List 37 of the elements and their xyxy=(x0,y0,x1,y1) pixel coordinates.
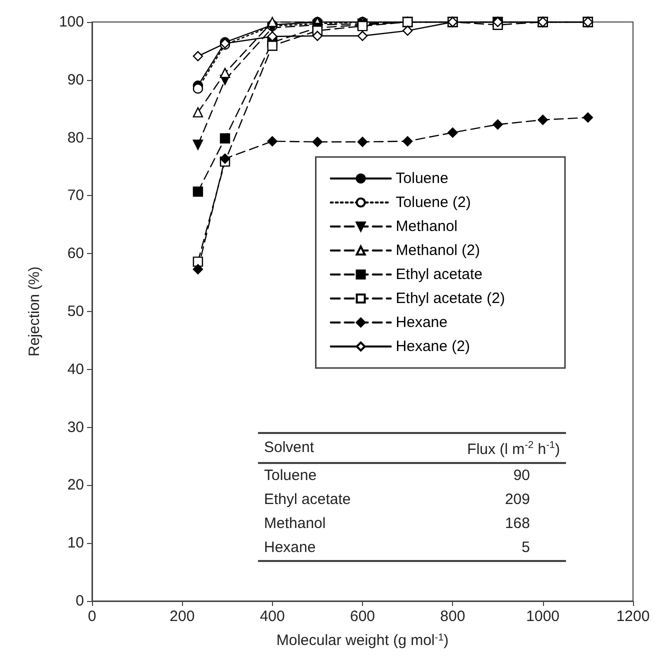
y-tick-label: 90 xyxy=(67,71,84,88)
x-tick-label: 200 xyxy=(170,608,195,625)
x-tick-label: 1200 xyxy=(616,608,650,625)
legend-label: Methanol xyxy=(396,218,458,235)
annotation: Flux (l m$^{-2}$ h$^{-1}$) xyxy=(407,433,566,463)
x-tick-label: 0 xyxy=(88,608,96,625)
y-tick-label: 0 xyxy=(76,592,84,610)
legend-label: Methanol (2) xyxy=(396,242,480,259)
y-tick-label: 40 xyxy=(67,360,84,378)
annotation: Hexane xyxy=(258,536,408,561)
y-tick-label: 60 xyxy=(67,245,84,262)
y-tick-label: 50 xyxy=(67,303,84,320)
legend-label: Hexane (2) xyxy=(396,338,470,355)
y-tick-label: 10 xyxy=(67,534,84,552)
legend-label: Ethyl acetate xyxy=(396,266,482,283)
annotation: Methanol xyxy=(263,514,327,534)
legend-label: Ethyl acetate (2) xyxy=(396,290,506,307)
legend-label: Toluene xyxy=(396,170,448,187)
y-tick-label: 30 xyxy=(67,418,84,436)
x-tick-label: 1000 xyxy=(526,608,560,625)
y-axis-title: Rejection (%) xyxy=(26,266,43,357)
y-tick-label: 70 xyxy=(67,187,84,204)
annotation: Ethyl acetate xyxy=(263,490,352,510)
annotation: 168 xyxy=(504,514,531,534)
annotation: 5 xyxy=(407,536,566,561)
x-tick-label: 800 xyxy=(440,608,466,625)
legend-label: Toluene (2) xyxy=(396,194,471,211)
annotation: 209 xyxy=(504,490,531,510)
annotation: Toluene xyxy=(263,466,318,486)
y-tick-label: 100 xyxy=(58,14,84,30)
annotation: Solvent xyxy=(258,433,408,463)
y-tick-label: 80 xyxy=(67,129,84,146)
y-tick-label: 20 xyxy=(67,476,84,494)
legend-label: Hexane xyxy=(396,314,448,331)
annotation: 90 xyxy=(512,466,531,486)
x-tick-label: 600 xyxy=(350,608,376,625)
x-tick-label: 400 xyxy=(260,608,285,625)
